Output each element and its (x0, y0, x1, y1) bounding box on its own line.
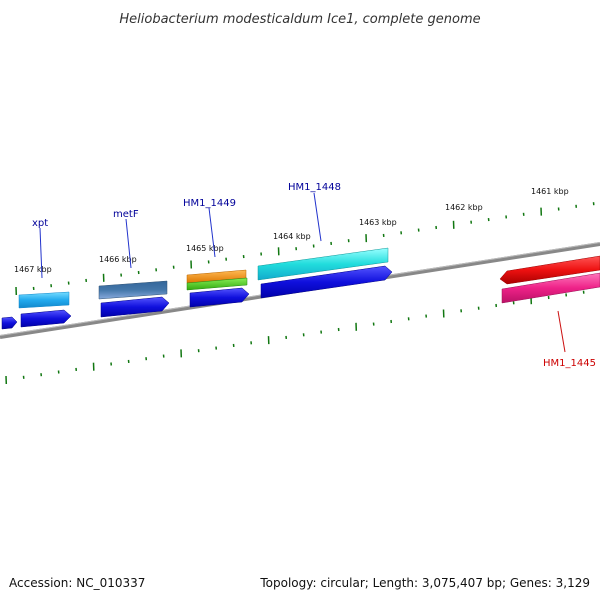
cds-arrow-xpt[interactable] (20, 309, 72, 328)
leader-line-hm1-1449 (208, 207, 216, 258)
kbp-label-1464: 1464 kbp (273, 232, 311, 241)
gene-feature-hm1-1445-red[interactable] (499, 255, 600, 285)
gene-feature-hm1-1448-cyan[interactable] (257, 247, 389, 281)
genome-title: Heliobacterium modesticaldum Ice1, compl… (119, 12, 480, 27)
kbp-label-1465: 1465 kbp (186, 244, 224, 253)
gene-label-xpt[interactable]: xpt (32, 218, 48, 229)
gene-label-hm1-1448[interactable]: HM1_1448 (288, 182, 341, 193)
gene-label-metf[interactable]: metF (113, 209, 139, 220)
kbp-label-1461: 1461 kbp (531, 187, 569, 196)
gene-label-hm1-1445[interactable]: HM1_1445 (543, 358, 596, 369)
cds-arrow-hm1-1449[interactable] (189, 287, 250, 308)
accession-text: Accession: NC_010337 (9, 576, 145, 590)
genome-summary-text: Topology: circular; Length: 3,075,407 bp… (259, 576, 590, 590)
cds-arrow-left-edge[interactable] (1, 316, 18, 330)
inner-tick-track (5, 290, 585, 385)
gene-feature-metf-steel[interactable] (98, 280, 168, 300)
gene-feature-xpt-cyan[interactable] (18, 291, 70, 309)
leader-line-hm1-1448 (313, 192, 322, 242)
leader-line-xpt (39, 227, 43, 279)
leader-line-metf (125, 218, 132, 269)
kbp-label-1462: 1462 kbp (445, 203, 483, 212)
gene-label-hm1-1449[interactable]: HM1_1449 (183, 198, 236, 209)
kbp-label-1467: 1467 kbp (14, 265, 52, 274)
cds-bar-hm1-1445-pink[interactable] (501, 272, 600, 304)
gene-feature-hm1-1449-green[interactable] (186, 277, 248, 291)
cds-arrow-metf[interactable] (100, 296, 170, 318)
cds-arrow-hm1-1448[interactable] (260, 265, 393, 299)
outer-tick-track (15, 202, 595, 296)
kbp-label-1466: 1466 kbp (99, 255, 137, 264)
leader-line-hm1-1445 (557, 310, 566, 353)
kbp-label-1463: 1463 kbp (359, 218, 397, 227)
